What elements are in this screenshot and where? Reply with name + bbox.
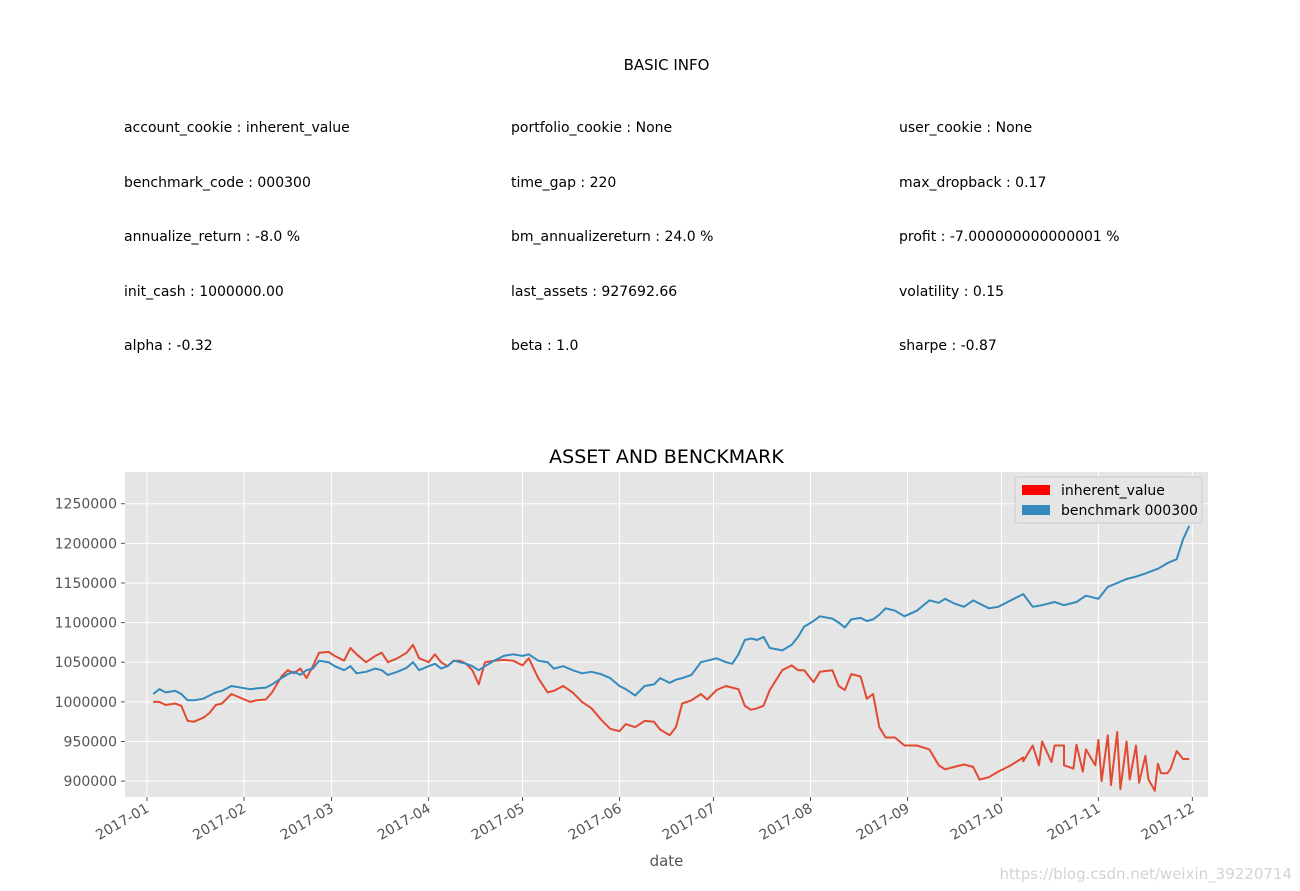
- info-item: time_gap : 220: [511, 175, 617, 191]
- y-tick-label: 900000: [64, 774, 117, 790]
- info-item: account_cookie : inherent_value: [124, 120, 350, 136]
- y-tick-label: 1100000: [55, 616, 117, 632]
- legend-label: benchmark 000300: [1061, 503, 1198, 519]
- x-tick-label: 2017-08: [757, 801, 816, 844]
- info-item: user_cookie : None: [899, 120, 1033, 136]
- legend-swatch: [1022, 505, 1050, 515]
- watermark: https://blog.csdn.net/weixin_39220714: [999, 865, 1292, 883]
- legend: inherent_value benchmark 000300: [1014, 476, 1203, 524]
- x-tick-label: 2017-07: [660, 801, 719, 844]
- y-tick-label: 1250000: [55, 497, 117, 513]
- x-axis-label: date: [650, 852, 684, 870]
- x-tick-label: 2017-05: [469, 801, 528, 844]
- y-tick-label: 1000000: [55, 695, 117, 711]
- info-item: volatility : 0.15: [899, 284, 1005, 300]
- info-item: profit : -7.000000000000001 %: [899, 229, 1120, 245]
- x-tick-label: 2017-10: [948, 801, 1007, 844]
- info-item: alpha : -0.32: [124, 338, 213, 354]
- info-item: portfolio_cookie : None: [511, 120, 673, 136]
- chart-title: ASSET AND BENCKMARK: [549, 446, 784, 468]
- info-item: beta : 1.0: [511, 338, 579, 354]
- benchmark-line: [152, 525, 1191, 702]
- info-item: max_dropback : 0.17: [899, 175, 1047, 191]
- info-item: init_cash : 1000000.00: [124, 284, 284, 300]
- x-tick-label: 2017-04: [375, 801, 434, 844]
- inherent-value-line: [153, 643, 1190, 792]
- y-tick-label: 1150000: [55, 576, 117, 592]
- info-item: benchmark_code : 000300: [124, 175, 311, 191]
- x-tick-label: 2017-01: [93, 801, 152, 844]
- x-tick-label: 2017-06: [566, 801, 625, 844]
- legend-swatch: [1022, 485, 1050, 495]
- y-tick-label: 1200000: [55, 536, 117, 552]
- info-item: sharpe : -0.87: [899, 338, 997, 354]
- legend-label: inherent_value: [1061, 483, 1165, 499]
- legend-frame: [1014, 476, 1203, 524]
- x-tick-label: 2017-12: [1139, 801, 1198, 844]
- plot-area: [125, 472, 1208, 797]
- x-tick-label: 2017-11: [1045, 801, 1104, 844]
- x-tick-label: 2017-03: [278, 801, 337, 844]
- y-tick-label: 950000: [64, 735, 117, 751]
- y-tick-label: 1050000: [55, 655, 117, 671]
- x-tick-label: 2017-02: [190, 801, 249, 844]
- info-item: last_assets : 927692.66: [511, 284, 678, 300]
- basic-info-title: BASIC INFO: [623, 56, 710, 74]
- x-tick-label: 2017-09: [854, 801, 913, 844]
- info-item: annualize_return : -8.0 %: [124, 229, 301, 245]
- info-item: bm_annualizereturn : 24.0 %: [511, 229, 714, 245]
